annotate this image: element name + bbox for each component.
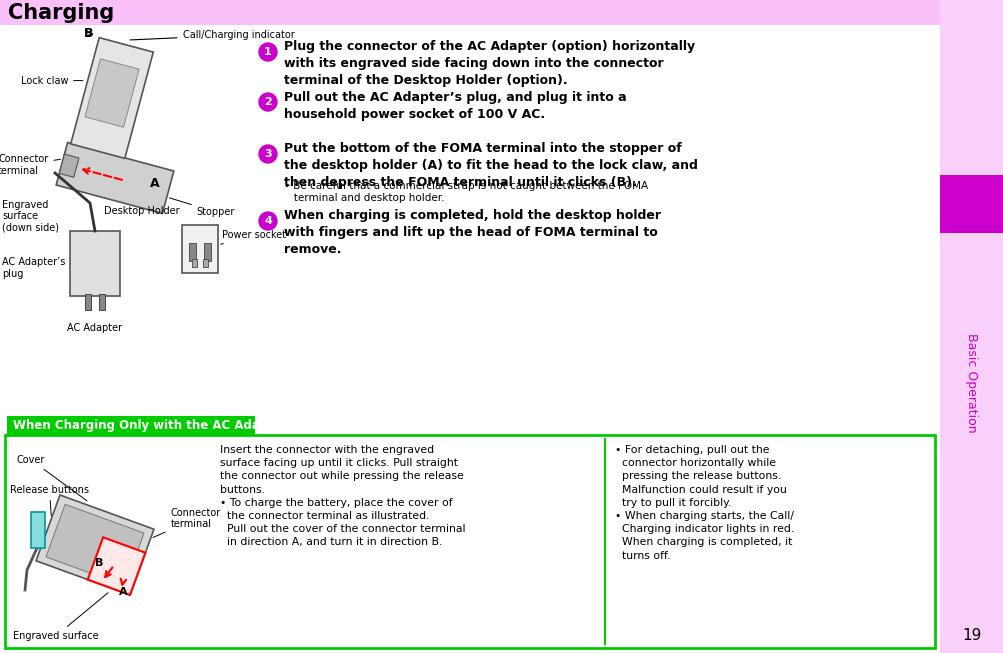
- Polygon shape: [59, 154, 79, 178]
- Text: Cover: Cover: [17, 455, 87, 501]
- Bar: [31, 512, 45, 548]
- Text: When Charging Only with the AC Adapter: When Charging Only with the AC Adapter: [13, 419, 288, 432]
- Text: Charging: Charging: [8, 3, 114, 23]
- Circle shape: [259, 145, 277, 163]
- Text: Power socket: Power socket: [221, 230, 286, 244]
- Text: Insert the connector with the engraved
surface facing up until it clicks. Pull s: Insert the connector with the engraved s…: [220, 445, 465, 547]
- Bar: [7, 416, 255, 436]
- Bar: [189, 243, 196, 261]
- Bar: [5, 435, 934, 648]
- Text: • For detaching, pull out the
  connector horizontally while
  pressing the rele: • For detaching, pull out the connector …: [615, 445, 793, 560]
- Bar: [939, 0, 1003, 653]
- Bar: [99, 294, 105, 310]
- Text: A: A: [150, 177, 159, 190]
- Text: • Be careful that a commercial strap is not caught between the FOMA
   terminal : • Be careful that a commercial strap is …: [284, 181, 648, 203]
- Text: B: B: [84, 27, 93, 40]
- Text: Release buttons: Release buttons: [10, 485, 89, 516]
- Text: B: B: [95, 558, 103, 567]
- Text: Engraved surface: Engraved surface: [13, 593, 108, 641]
- Text: Stopper: Stopper: [170, 198, 235, 217]
- Bar: [182, 225, 218, 273]
- Text: When charging is completed, hold the desktop holder
with fingers and lift up the: When charging is completed, hold the des…: [284, 209, 660, 256]
- Text: Call/Charging indicator: Call/Charging indicator: [130, 30, 294, 40]
- Text: 2: 2: [264, 97, 272, 107]
- Bar: [203, 259, 208, 267]
- Text: Put the bottom of the FOMA terminal into the stopper of
the desktop holder (A) t: Put the bottom of the FOMA terminal into…: [284, 142, 697, 189]
- Text: AC Adapter: AC Adapter: [67, 323, 122, 333]
- Bar: [85, 294, 91, 310]
- Text: Basic Operation: Basic Operation: [965, 333, 978, 433]
- Polygon shape: [70, 38, 153, 159]
- Bar: [204, 243, 211, 261]
- Text: 4: 4: [264, 216, 272, 226]
- Text: AC Adapter’s
plug: AC Adapter’s plug: [2, 257, 65, 279]
- Text: Connector
terminal: Connector terminal: [0, 154, 60, 176]
- Polygon shape: [85, 59, 139, 127]
- Text: 3: 3: [264, 149, 272, 159]
- Text: Lock claw: Lock claw: [21, 76, 83, 86]
- Bar: [70, 231, 120, 296]
- Text: Desktop Holder: Desktop Holder: [104, 206, 180, 215]
- Circle shape: [259, 212, 277, 230]
- Bar: [0, 0, 939, 25]
- Text: 19: 19: [961, 628, 981, 643]
- Bar: [939, 175, 1003, 233]
- Circle shape: [259, 43, 277, 61]
- Text: 1: 1: [264, 47, 272, 57]
- Text: Pull out the AC Adapter’s plug, and plug it into a
household power socket of 100: Pull out the AC Adapter’s plug, and plug…: [284, 91, 626, 121]
- Polygon shape: [46, 504, 143, 586]
- Circle shape: [259, 93, 277, 111]
- Text: A: A: [119, 586, 127, 597]
- Text: Engraved
surface
(down side): Engraved surface (down side): [2, 200, 59, 232]
- Text: Plug the connector of the AC Adapter (option) horizontally
with its engraved sid: Plug the connector of the AC Adapter (op…: [284, 40, 694, 87]
- Polygon shape: [56, 142, 174, 214]
- Polygon shape: [87, 537, 145, 595]
- Polygon shape: [36, 495, 153, 595]
- Bar: [192, 259, 197, 267]
- Text: Connector
terminal: Connector terminal: [152, 508, 221, 537]
